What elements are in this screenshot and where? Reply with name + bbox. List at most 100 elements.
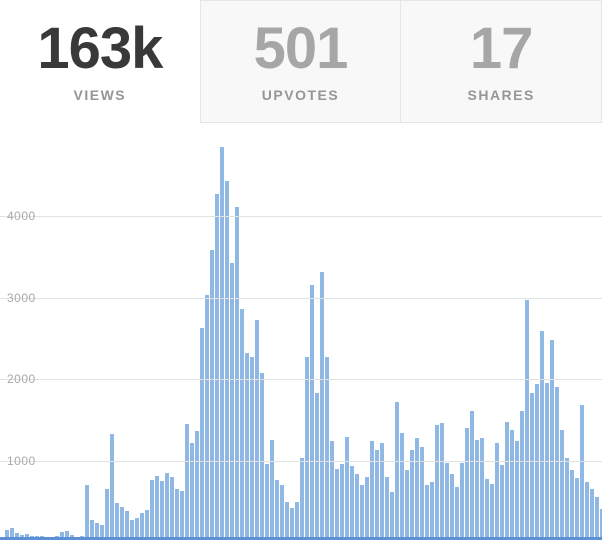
bar[interactable]	[95, 523, 99, 540]
bar[interactable]	[595, 497, 599, 540]
bar[interactable]	[120, 507, 124, 540]
bar[interactable]	[495, 443, 499, 540]
bar[interactable]	[555, 387, 559, 540]
bar[interactable]	[205, 295, 209, 540]
bar[interactable]	[235, 207, 239, 540]
bar[interactable]	[455, 487, 459, 540]
bar[interactable]	[295, 502, 299, 540]
bar[interactable]	[135, 518, 139, 540]
bar[interactable]	[405, 470, 409, 540]
bar[interactable]	[565, 458, 569, 540]
bar[interactable]	[220, 147, 224, 540]
bar[interactable]	[560, 430, 564, 540]
bar[interactable]	[390, 492, 394, 540]
bar[interactable]	[130, 520, 134, 540]
bar[interactable]	[550, 340, 554, 540]
bar[interactable]	[145, 510, 149, 540]
bar[interactable]	[335, 469, 339, 540]
bar[interactable]	[410, 450, 414, 540]
bar[interactable]	[190, 443, 194, 540]
bar[interactable]	[290, 508, 294, 540]
bar[interactable]	[155, 476, 159, 540]
bar[interactable]	[505, 422, 509, 540]
bar[interactable]	[90, 520, 94, 540]
bar[interactable]	[260, 373, 264, 540]
bar[interactable]	[465, 428, 469, 540]
bar[interactable]	[285, 502, 289, 540]
bar[interactable]	[305, 357, 309, 540]
bar[interactable]	[140, 513, 144, 540]
bar[interactable]	[365, 477, 369, 540]
bar[interactable]	[225, 181, 229, 540]
bar[interactable]	[585, 482, 589, 540]
bar[interactable]	[360, 485, 364, 540]
bar[interactable]	[150, 480, 154, 540]
bar[interactable]	[470, 411, 474, 540]
bar[interactable]	[160, 481, 164, 540]
bar[interactable]	[520, 411, 524, 540]
bar[interactable]	[385, 477, 389, 540]
bar[interactable]	[5, 530, 9, 540]
bar[interactable]	[280, 485, 284, 540]
bar[interactable]	[270, 440, 274, 540]
bar[interactable]	[445, 463, 449, 540]
bar[interactable]	[110, 434, 114, 540]
bar[interactable]	[435, 425, 439, 540]
bar[interactable]	[100, 525, 104, 540]
bar[interactable]	[475, 440, 479, 540]
bar[interactable]	[515, 441, 519, 540]
bar[interactable]	[540, 331, 544, 540]
bar[interactable]	[265, 464, 269, 540]
bar[interactable]	[245, 353, 249, 540]
bar[interactable]	[375, 450, 379, 540]
bar[interactable]	[330, 441, 334, 540]
bar[interactable]	[440, 423, 444, 540]
bar[interactable]	[460, 463, 464, 540]
bar[interactable]	[300, 458, 304, 540]
bar[interactable]	[590, 489, 594, 540]
bar[interactable]	[175, 489, 179, 540]
bar[interactable]	[170, 477, 174, 540]
tab-views[interactable]: 163k VIEWS	[0, 0, 200, 123]
bar[interactable]	[10, 528, 14, 540]
bar[interactable]	[255, 320, 259, 540]
bar[interactable]	[450, 474, 454, 540]
bar[interactable]	[510, 430, 514, 540]
bar[interactable]	[355, 474, 359, 540]
bar[interactable]	[60, 532, 64, 540]
bar[interactable]	[340, 464, 344, 540]
bar[interactable]	[400, 433, 404, 540]
bar[interactable]	[480, 438, 484, 540]
bar[interactable]	[380, 443, 384, 540]
bar[interactable]	[15, 533, 19, 540]
bar[interactable]	[315, 393, 319, 540]
bar[interactable]	[350, 466, 354, 540]
bar[interactable]	[165, 473, 169, 540]
bar[interactable]	[570, 470, 574, 540]
bar[interactable]	[230, 263, 234, 540]
bar[interactable]	[485, 479, 489, 540]
bar[interactable]	[425, 485, 429, 540]
bar[interactable]	[370, 441, 374, 540]
tab-upvotes[interactable]: 501 UPVOTES	[199, 0, 402, 123]
bar[interactable]	[185, 424, 189, 540]
bar[interactable]	[535, 384, 539, 540]
bar[interactable]	[200, 328, 204, 540]
bar[interactable]	[600, 509, 602, 540]
bar[interactable]	[210, 250, 214, 540]
bar[interactable]	[250, 357, 254, 540]
bar[interactable]	[430, 482, 434, 540]
bar[interactable]	[275, 480, 279, 540]
bar[interactable]	[415, 438, 419, 540]
bar[interactable]	[345, 437, 349, 540]
bar[interactable]	[215, 194, 219, 540]
bar[interactable]	[500, 465, 504, 540]
bar[interactable]	[195, 431, 199, 540]
bar[interactable]	[530, 393, 534, 540]
bar[interactable]	[125, 511, 129, 540]
bar[interactable]	[105, 489, 109, 540]
bar[interactable]	[115, 503, 119, 540]
bar[interactable]	[320, 272, 324, 540]
bar[interactable]	[575, 478, 579, 540]
bar[interactable]	[490, 484, 494, 540]
